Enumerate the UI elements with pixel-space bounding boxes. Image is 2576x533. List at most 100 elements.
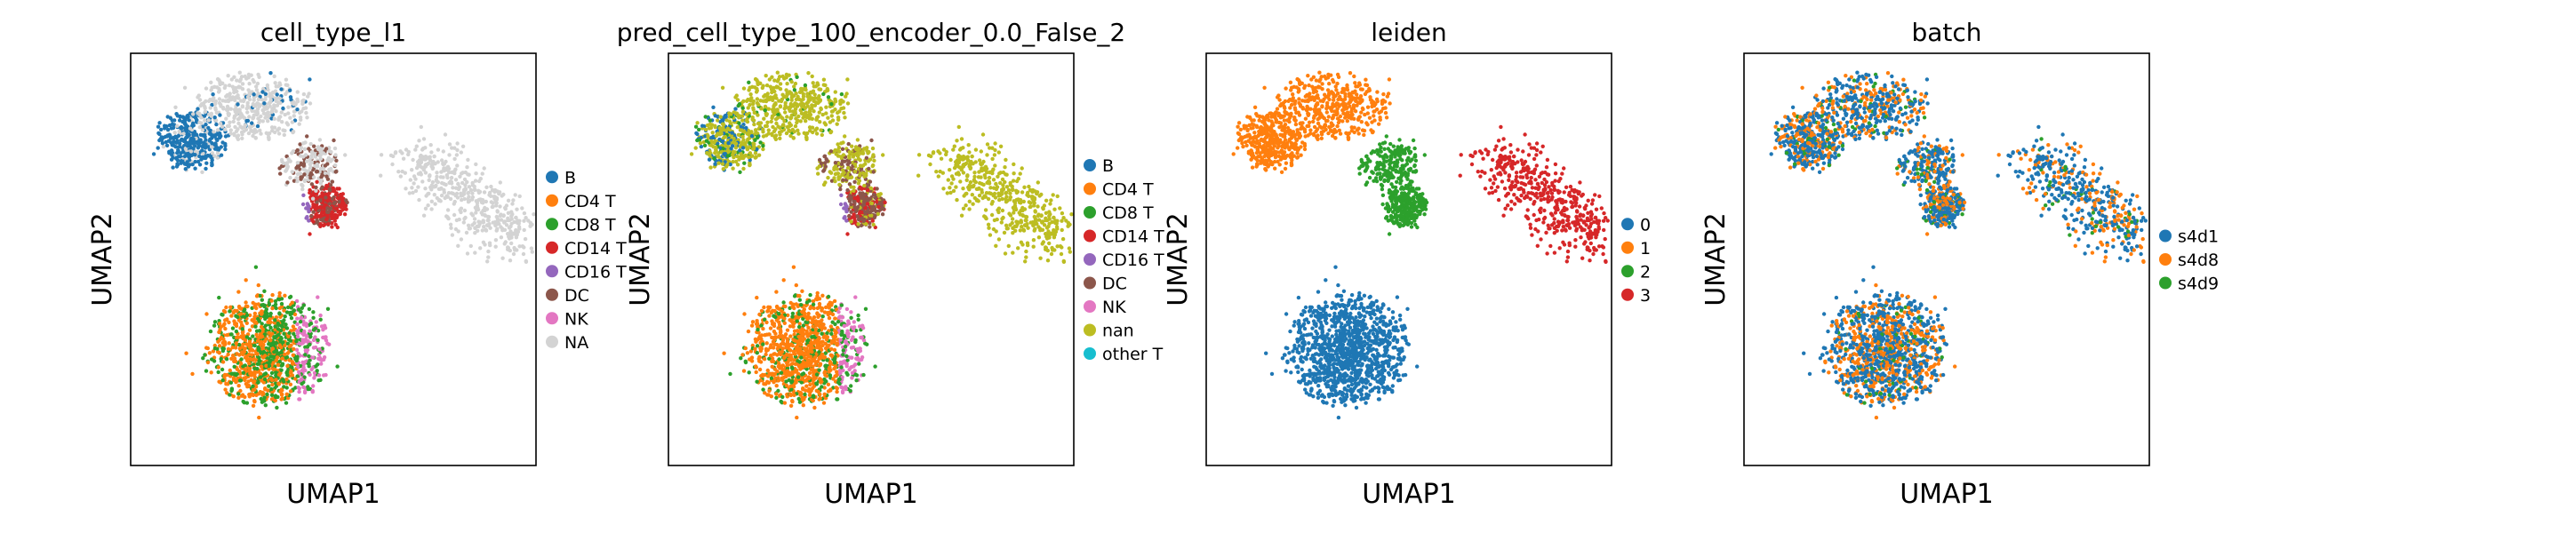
scatter-point	[465, 179, 469, 185]
scatter-point	[157, 121, 162, 125]
scatter-point	[279, 368, 284, 372]
scatter-point	[486, 223, 492, 227]
scatter-point	[768, 346, 772, 350]
scatter-point	[273, 302, 278, 306]
scatter-point	[244, 321, 249, 325]
scatter-point	[771, 308, 775, 313]
scatter-point	[236, 384, 241, 388]
scatter-point	[698, 141, 703, 146]
scatter-point	[868, 210, 873, 215]
scatter-point	[429, 207, 434, 211]
scatter-point	[276, 362, 280, 367]
scatter-point	[334, 158, 339, 163]
scatter-point	[339, 204, 343, 210]
scatter-point	[758, 140, 763, 145]
scatter-point	[501, 192, 506, 197]
scatter-point	[273, 327, 277, 332]
scatter-point	[260, 400, 265, 404]
scatter-point	[323, 163, 328, 168]
scatter-point	[251, 334, 255, 338]
scatter-point	[788, 384, 793, 388]
scatter-point	[212, 134, 217, 139]
scatter-point	[208, 329, 213, 334]
scatter-point	[188, 126, 193, 131]
scatter-point	[171, 125, 176, 131]
scatter-point	[792, 351, 796, 356]
scatter-point	[820, 318, 824, 322]
scatter-point	[772, 89, 777, 94]
scatter-point	[238, 378, 243, 383]
scatter-point	[404, 187, 408, 191]
scatter-point	[260, 322, 264, 326]
scatter-point	[301, 91, 307, 97]
scatter-point	[432, 193, 436, 197]
scatter-point	[306, 385, 310, 389]
scatter-point	[796, 334, 801, 339]
scatter-point	[761, 342, 765, 346]
scatter-point	[211, 349, 216, 354]
scatter-point	[182, 85, 188, 91]
scatter-point	[812, 405, 817, 410]
scatter-point	[522, 219, 526, 223]
scatter-point	[775, 70, 780, 75]
scatter-point	[462, 217, 467, 221]
scatter-point	[220, 367, 225, 372]
scatter-point	[746, 106, 750, 110]
scatter-point	[246, 352, 252, 357]
scatter-point	[217, 351, 221, 355]
scatter-point	[782, 321, 787, 325]
scatter-point	[256, 116, 260, 121]
scatter-point	[319, 358, 324, 362]
scatter-point	[844, 306, 850, 312]
scatter-point	[721, 167, 725, 171]
scatter-point	[210, 85, 214, 90]
scatter-point	[786, 344, 791, 348]
scatter-point	[841, 348, 845, 353]
scatter-point	[750, 320, 756, 324]
scatter-point	[268, 314, 273, 319]
scatter-point	[780, 314, 785, 320]
scatter-point	[234, 95, 238, 100]
scatter-point	[748, 92, 753, 97]
scatter-point	[476, 179, 482, 184]
scatter-point	[835, 341, 840, 346]
scatter-point	[268, 317, 272, 322]
scatter-point	[276, 117, 281, 122]
scatter-point	[228, 128, 233, 132]
scatter-point	[265, 106, 269, 111]
scatter-point	[232, 115, 236, 120]
scatter-point	[803, 106, 807, 111]
scatter-point	[236, 102, 240, 107]
scatter-point	[812, 378, 816, 382]
scatter-point	[774, 290, 779, 294]
panel-1: pred_cell_type_100_encoder_0.0_False_2UM…	[617, 18, 1164, 510]
scatter-point	[765, 309, 770, 314]
scatter-point	[738, 148, 742, 153]
scatter-point	[169, 157, 174, 162]
scatter-point	[764, 83, 770, 88]
scatter-point	[251, 403, 256, 408]
scatter-point	[772, 341, 776, 346]
scatter-point	[330, 210, 335, 215]
scatter-point	[260, 346, 265, 351]
scatter-point	[230, 326, 236, 330]
scatter-point	[797, 298, 802, 302]
scatter-point	[301, 365, 306, 370]
scatter-point	[212, 154, 217, 158]
scatter-point	[806, 98, 811, 102]
scatter-point	[843, 345, 848, 349]
scatter-point	[779, 399, 783, 404]
scatter-point	[227, 83, 232, 88]
scatter-point	[833, 374, 837, 378]
scatter-point	[439, 158, 444, 163]
scatter-point	[335, 195, 340, 200]
scatter-point	[778, 136, 782, 140]
scatter-point	[475, 201, 480, 205]
scatter-point	[295, 99, 300, 104]
scatter-point	[203, 353, 207, 357]
scatter-point	[713, 162, 717, 166]
scatter-point	[284, 326, 290, 330]
scatter-point	[751, 101, 756, 107]
scatter-point	[254, 84, 259, 89]
scatter-point	[228, 380, 234, 385]
